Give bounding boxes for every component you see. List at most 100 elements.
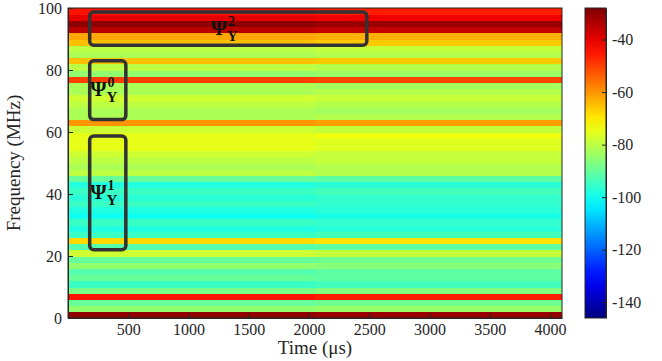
tick-label: 0 xyxy=(54,310,62,327)
tick-mark xyxy=(602,302,606,303)
tick-mark xyxy=(68,8,73,9)
heat-cell xyxy=(68,231,316,238)
tick: 80 xyxy=(46,62,73,79)
tick: 40 xyxy=(46,186,73,203)
x-axis-title: Time (μs) xyxy=(278,337,352,359)
heat-cell xyxy=(315,293,562,300)
heat-cell xyxy=(68,169,316,176)
heat-cell xyxy=(68,206,316,213)
heat-cell xyxy=(315,51,562,58)
heat-cell xyxy=(315,132,562,139)
tick-mark xyxy=(550,313,551,318)
heat-cell xyxy=(68,126,316,133)
tick-label: 60 xyxy=(46,124,62,141)
heat-cell xyxy=(315,312,562,318)
tick-mark xyxy=(602,250,606,251)
heat-cell xyxy=(315,200,562,207)
heat-cell xyxy=(68,144,316,151)
annotation-subscript: Y xyxy=(107,89,118,105)
heat-cell xyxy=(315,262,562,269)
tick-label: 3500 xyxy=(474,321,506,338)
annotation-symbol: Ψ xyxy=(211,16,228,40)
tick-mark xyxy=(602,40,606,41)
annotation-label: ΨY0 xyxy=(90,75,117,105)
annotation-box xyxy=(90,12,367,45)
heat-cell xyxy=(315,306,562,313)
tick: 2500 xyxy=(354,313,386,338)
heat-cell xyxy=(68,157,316,164)
chart: 5001000150020002500300035004000020406080… xyxy=(0,0,662,361)
heat-cell xyxy=(315,113,562,120)
heat-cell xyxy=(315,219,562,226)
tick-mark xyxy=(602,145,606,146)
heat-cell xyxy=(315,14,562,21)
heat-cell xyxy=(68,33,316,40)
heat-cell xyxy=(315,256,562,263)
heat-cell xyxy=(68,51,316,58)
tick: 1500 xyxy=(233,313,265,338)
heat-cell xyxy=(315,138,562,145)
annotation-label: ΨY1 xyxy=(90,178,117,208)
heat-cell xyxy=(315,20,562,27)
tick-label: 4000 xyxy=(534,321,566,338)
heat-cell xyxy=(68,312,316,318)
y-axis-title: Frequency (MHz) xyxy=(3,95,25,232)
tick-mark xyxy=(309,313,310,318)
tick-mark xyxy=(68,256,73,257)
heat-cell xyxy=(68,293,316,300)
axis-line xyxy=(606,9,607,319)
tick-mark xyxy=(68,194,73,195)
heat-cell xyxy=(68,101,316,108)
heat-cell xyxy=(68,281,316,288)
heat-cell xyxy=(315,169,562,176)
heat-cell xyxy=(315,82,562,89)
axis-line xyxy=(69,318,563,319)
heat-cell xyxy=(315,281,562,288)
heat-cell xyxy=(68,287,316,294)
heat-cell xyxy=(68,151,316,158)
tick-mark xyxy=(128,313,129,318)
tick-mark xyxy=(68,318,73,319)
axis: -140-120-100-80-60-40 xyxy=(602,9,641,319)
tick-label: 100 xyxy=(38,0,62,17)
heat-cell xyxy=(68,70,316,77)
heat-cell xyxy=(315,213,562,220)
tick: 3000 xyxy=(414,313,446,338)
tick-label: -60 xyxy=(612,84,633,101)
tick-label: 20 xyxy=(46,248,62,265)
colorbar xyxy=(585,8,606,318)
heat-cell xyxy=(68,27,316,34)
heat-cell xyxy=(68,275,316,282)
cells xyxy=(68,8,562,318)
heat-cell xyxy=(68,262,316,269)
heat-cell xyxy=(315,299,562,306)
annotation-superscript: 2 xyxy=(228,14,235,29)
annotation-label: ΨY2 xyxy=(211,14,238,44)
tick-label: -120 xyxy=(612,241,641,258)
annotation-box xyxy=(90,136,126,250)
heat-cell xyxy=(68,64,316,71)
heat-cell xyxy=(315,206,562,213)
axis: 0 20 40 60 80 100 xyxy=(38,0,73,327)
tick-label: 1500 xyxy=(233,321,265,338)
heat-cell xyxy=(315,175,562,182)
heat-cell xyxy=(315,151,562,158)
annotation-subscript: Y xyxy=(107,192,118,208)
heat-cell xyxy=(315,163,562,170)
tick-mark xyxy=(429,313,430,318)
heat-cell xyxy=(68,20,316,27)
heat-cell xyxy=(68,225,316,232)
heat-cell xyxy=(315,268,562,275)
tick: -120 xyxy=(602,241,641,258)
annotation-symbol: Ψ xyxy=(90,180,107,204)
tick-label: -40 xyxy=(612,31,633,48)
heat-cell xyxy=(315,107,562,114)
heat-cell xyxy=(68,299,316,306)
tick-label: -80 xyxy=(612,136,633,153)
tick: 1000 xyxy=(173,313,205,338)
heat-cell xyxy=(315,287,562,294)
tick: 3500 xyxy=(474,313,506,338)
heat-cell xyxy=(315,144,562,151)
annotation-subscript: Y xyxy=(227,28,238,44)
heat-cell xyxy=(68,163,316,170)
